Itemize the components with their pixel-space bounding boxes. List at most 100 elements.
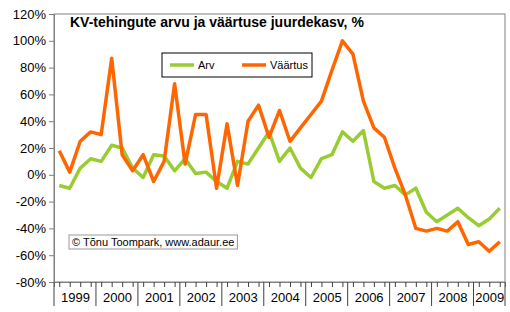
- x-tick-mark: [437, 282, 438, 287]
- x-tick-mark: [206, 282, 207, 287]
- x-tick: 2008: [437, 282, 467, 305]
- x-tick: [217, 282, 218, 287]
- plot-area: [54, 14, 505, 282]
- x-tick-mark: [416, 282, 417, 287]
- x-tick-mark: [175, 282, 176, 287]
- y-tick-mark: [49, 14, 54, 15]
- y-tick: 120%: [13, 7, 54, 22]
- y-tick-mark: [49, 41, 54, 42]
- x-tick: 2007: [395, 282, 425, 305]
- x-tick-label: 2009: [475, 290, 504, 305]
- annotation-box: [69, 235, 237, 249]
- x-tick: [196, 282, 197, 287]
- x-tick: [248, 282, 249, 287]
- y-tick-label: -20%: [16, 194, 47, 209]
- x-tick: [384, 282, 385, 287]
- x-tick-mark: [426, 282, 427, 287]
- x-tick: [122, 282, 123, 287]
- y-tick-label: 120%: [13, 7, 47, 22]
- year-separator: [221, 282, 222, 306]
- x-tick-mark: [59, 282, 60, 287]
- y-axis-line: [49, 15, 55, 283]
- y-tick-label: 40%: [20, 114, 46, 129]
- y-tick-mark: [49, 68, 54, 69]
- chart: -80%-60%-40%-20%0%20%40%60%80%100%120%19…: [0, 0, 510, 312]
- x-tick-mark: [248, 282, 249, 287]
- x-tick: [332, 282, 333, 287]
- x-tick: 2001: [144, 282, 174, 305]
- x-tick: 2006: [353, 282, 383, 305]
- x-tick: [154, 282, 155, 287]
- x-tick-mark: [342, 282, 343, 287]
- year-separator: [505, 282, 506, 306]
- x-tick-mark: [269, 282, 270, 287]
- x-tick-mark: [489, 282, 490, 287]
- x-tick-mark: [384, 282, 385, 287]
- title: KV-tehingute arvu ja väärtuse juurdekasv…: [70, 14, 364, 30]
- x-tick-mark: [133, 282, 134, 287]
- series-line: [59, 131, 500, 226]
- x-tick: [416, 282, 417, 287]
- x-tick-mark: [395, 282, 396, 287]
- x-tick: [70, 282, 71, 287]
- y-tick-label: 0%: [27, 167, 46, 182]
- x-tick: 2009: [475, 282, 504, 305]
- x-tick: 2002: [186, 282, 216, 305]
- year-separator: [347, 282, 348, 306]
- x-tick-mark: [185, 282, 186, 287]
- x-tick: [500, 282, 501, 287]
- x-tick: [447, 282, 448, 287]
- year-separator: [389, 282, 390, 306]
- x-tick: [468, 282, 469, 287]
- x-tick-mark: [143, 282, 144, 287]
- year-separator: [95, 282, 96, 306]
- y-tick: -20%: [16, 194, 54, 209]
- y-tick: 20%: [20, 141, 54, 156]
- x-tick-label: 2008: [439, 290, 468, 305]
- x-tick-mark: [290, 282, 291, 287]
- x-tick-label: 2006: [355, 290, 384, 305]
- x-tick: [290, 282, 291, 287]
- x-tick: 2000: [102, 282, 132, 305]
- x-tick: [405, 282, 406, 287]
- x-tick-mark: [468, 282, 469, 287]
- x-tick-mark: [500, 282, 501, 287]
- y-tick: 60%: [20, 87, 54, 102]
- x-axis: 1999200020012002200320042005200620072008…: [54, 282, 506, 306]
- annotation: © Tõnu Toompark, www.adaur.ee: [72, 236, 234, 248]
- x-tick-mark: [479, 282, 480, 287]
- year-separator: [137, 282, 138, 306]
- legend-swatch: [170, 63, 194, 67]
- x-tick: [458, 282, 459, 287]
- y-tick: 80%: [20, 60, 54, 75]
- annotation-group: © Tõnu Toompark, www.adaur.ee: [69, 235, 237, 249]
- series-line: [59, 41, 500, 251]
- x-tick: [280, 282, 281, 287]
- y-tick-mark: [49, 121, 54, 122]
- x-tick: [426, 282, 427, 287]
- x-tick-label: 1999: [61, 290, 90, 305]
- year-separator: [473, 282, 474, 306]
- y-tick: -60%: [16, 248, 54, 263]
- x-tick-label: 2004: [271, 290, 300, 305]
- y-tick: 40%: [20, 114, 54, 129]
- year-separator: [305, 282, 306, 306]
- x-tick: 2005: [311, 282, 341, 305]
- x-tick: [133, 282, 134, 287]
- x-tick-mark: [363, 282, 364, 287]
- x-tick: [321, 282, 322, 287]
- y-tick: 100%: [13, 33, 54, 48]
- series-group: [59, 41, 500, 251]
- x-tick-mark: [112, 282, 113, 287]
- x-tick-mark: [196, 282, 197, 287]
- x-tick-label: 2000: [103, 290, 132, 305]
- x-tick: [363, 282, 364, 287]
- y-tick-label: 100%: [13, 33, 47, 48]
- y-tick-label: 60%: [20, 87, 46, 102]
- x-tick-label: 2002: [187, 290, 216, 305]
- x-tick-mark: [447, 282, 448, 287]
- x-tick: [175, 282, 176, 287]
- x-tick-mark: [122, 282, 123, 287]
- x-tick-mark: [164, 282, 165, 287]
- x-tick-mark: [227, 282, 228, 287]
